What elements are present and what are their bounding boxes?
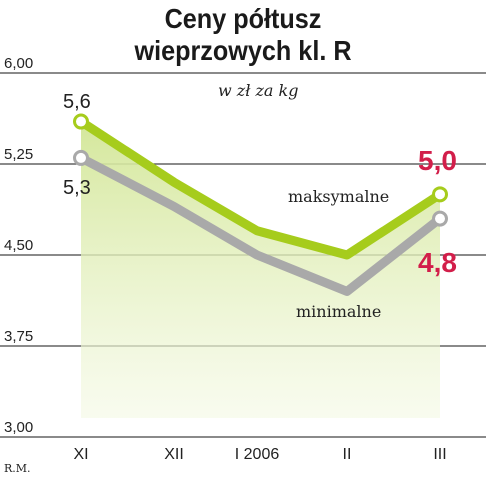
x-tick-label: III: [433, 446, 446, 463]
x-axis-ticks: XI XII I 2006 II III: [73, 446, 446, 463]
area-under-max-series: [81, 121, 440, 419]
data-labels: 5,6 5,3 5,0 4,8 maksymalne minimalne w z…: [4, 81, 457, 475]
chart-title-line2: wieprzowych kl. R: [134, 35, 352, 66]
point-marker: [432, 186, 448, 203]
unit-note: w zł za kg: [218, 81, 298, 100]
legend-min: minimalne: [296, 302, 381, 321]
x-tick-label: I 2006: [235, 446, 280, 463]
point-marker: [432, 210, 448, 227]
chart-title-line1: Ceny półtusz: [164, 3, 322, 34]
y-tick-label: 4,50: [4, 237, 33, 254]
y-tick-label: 3,75: [4, 328, 33, 345]
series: [73, 113, 448, 296]
point-marker: [73, 149, 89, 166]
x-tick-label: II: [343, 446, 352, 463]
y-tick-label: 3,00: [4, 419, 33, 436]
label-max-last: 5,0: [418, 145, 457, 176]
x-tick-label: XI: [73, 446, 88, 463]
series-line-maksymalne: [76, 117, 445, 260]
y-axis-ticks: 3,00 3,75 4,50 5,25 6,00: [4, 55, 33, 436]
y-tick-label: 6,00: [4, 55, 33, 72]
point-marker: [73, 113, 89, 130]
x-tick-label: XII: [164, 446, 184, 463]
credit: R.M.: [4, 462, 31, 475]
series-line-minimalne: [76, 153, 445, 296]
label-min-last: 4,8: [418, 247, 457, 278]
y-tick-label: 5,25: [4, 146, 33, 163]
legend-max: maksymalne: [288, 187, 389, 206]
label-max-first: 5,6: [63, 91, 91, 113]
label-min-first: 5,3: [63, 177, 91, 199]
